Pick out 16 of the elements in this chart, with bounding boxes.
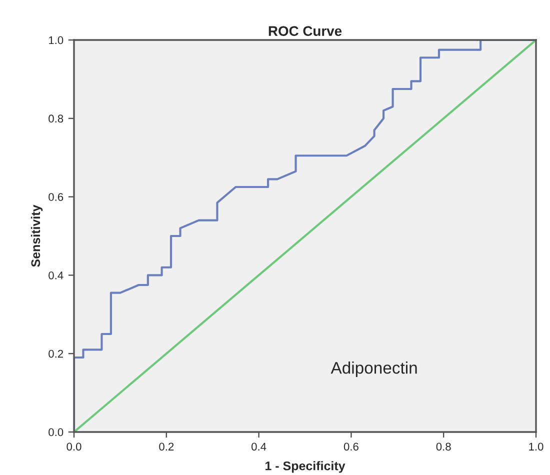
y-tick-label: 0.0 xyxy=(48,428,64,436)
y-tick-label: 0.8 xyxy=(48,114,64,123)
y-tick-label: 1.0 xyxy=(48,36,64,44)
y-tick-label: 0.4 xyxy=(48,271,64,280)
annotation: Adiponectin xyxy=(330,362,417,378)
x-tick-label: 1.0 xyxy=(529,442,544,451)
y-axis-title: Sensitivity xyxy=(30,204,43,267)
x-tick-label: 0.6 xyxy=(344,442,358,451)
y-tick-label: 0.6 xyxy=(48,193,64,201)
x-tick-label: 0.8 xyxy=(436,442,451,451)
x-tick-label: 0.4 xyxy=(252,442,266,451)
y-tick-label: 0.2 xyxy=(48,350,64,358)
x-tick-label: 0.0 xyxy=(66,442,82,451)
chart-title: ROC Curve xyxy=(268,26,342,36)
x-tick-label: 0.2 xyxy=(159,442,174,451)
x-axis-title: 1 - Specificity xyxy=(266,461,346,473)
